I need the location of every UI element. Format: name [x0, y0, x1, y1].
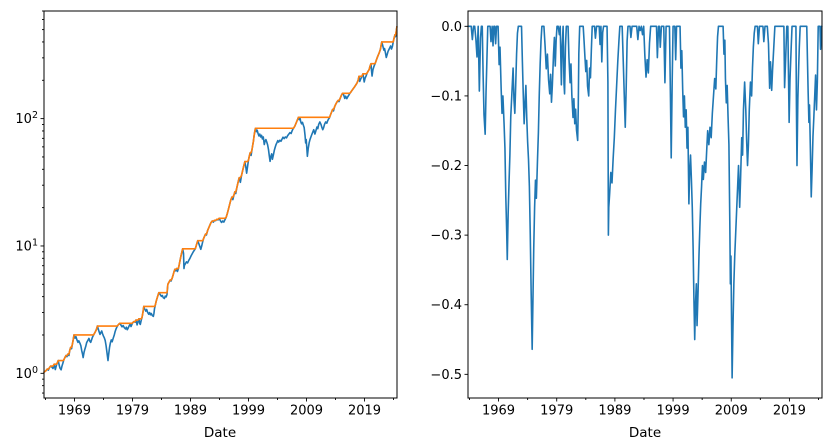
right-chart-frame	[467, 10, 823, 399]
y-tick-label: 100	[15, 365, 38, 382]
y-tick-label: −0.5	[430, 368, 462, 383]
x-tick-label: 1979	[116, 404, 149, 419]
left-chart-ticks	[40, 10, 394, 402]
x-tick-label: 1999	[657, 404, 690, 419]
y-tick-label: −0.2	[430, 159, 462, 174]
y-tick-label: 102	[15, 110, 38, 127]
y-tick-label: 101	[15, 237, 38, 254]
y-tick-label: −0.4	[430, 298, 462, 313]
x-tick-label: 1999	[232, 404, 265, 419]
left-chart: 1969 1979 1989 1999 2009 2019 100 101 102	[15, 10, 398, 419]
x-axis-label-right: Date	[628, 425, 662, 441]
y-tick-label: 0.0	[441, 20, 462, 35]
x-tick-label: 2009	[290, 404, 323, 419]
x-tick-label: 2009	[715, 404, 748, 419]
x-tick-label: 2019	[348, 404, 381, 419]
x-tick-label: 1989	[174, 404, 207, 419]
right-chart-ticks	[464, 25, 819, 402]
x-axis-label-left: Date	[203, 425, 237, 441]
x-tick-label: 1969	[58, 404, 91, 419]
x-tick-label: 1989	[598, 404, 631, 419]
x-tick-label: 1979	[540, 404, 573, 419]
drawdown-line	[467, 25, 823, 379]
running-maximum-line	[43, 25, 398, 374]
y-tick-label: −0.1	[430, 89, 462, 104]
cumulative-growth-line	[43, 25, 398, 374]
y-tick-label: −0.3	[430, 229, 462, 244]
right-chart: 1969 1979 1989 1999 2009 2019 0.0 −0.1 −0.2 −0.3 −…	[430, 10, 823, 419]
x-tick-label: 1969	[482, 404, 515, 419]
left-chart-frame	[43, 10, 398, 399]
x-tick-label: 2019	[773, 404, 806, 419]
